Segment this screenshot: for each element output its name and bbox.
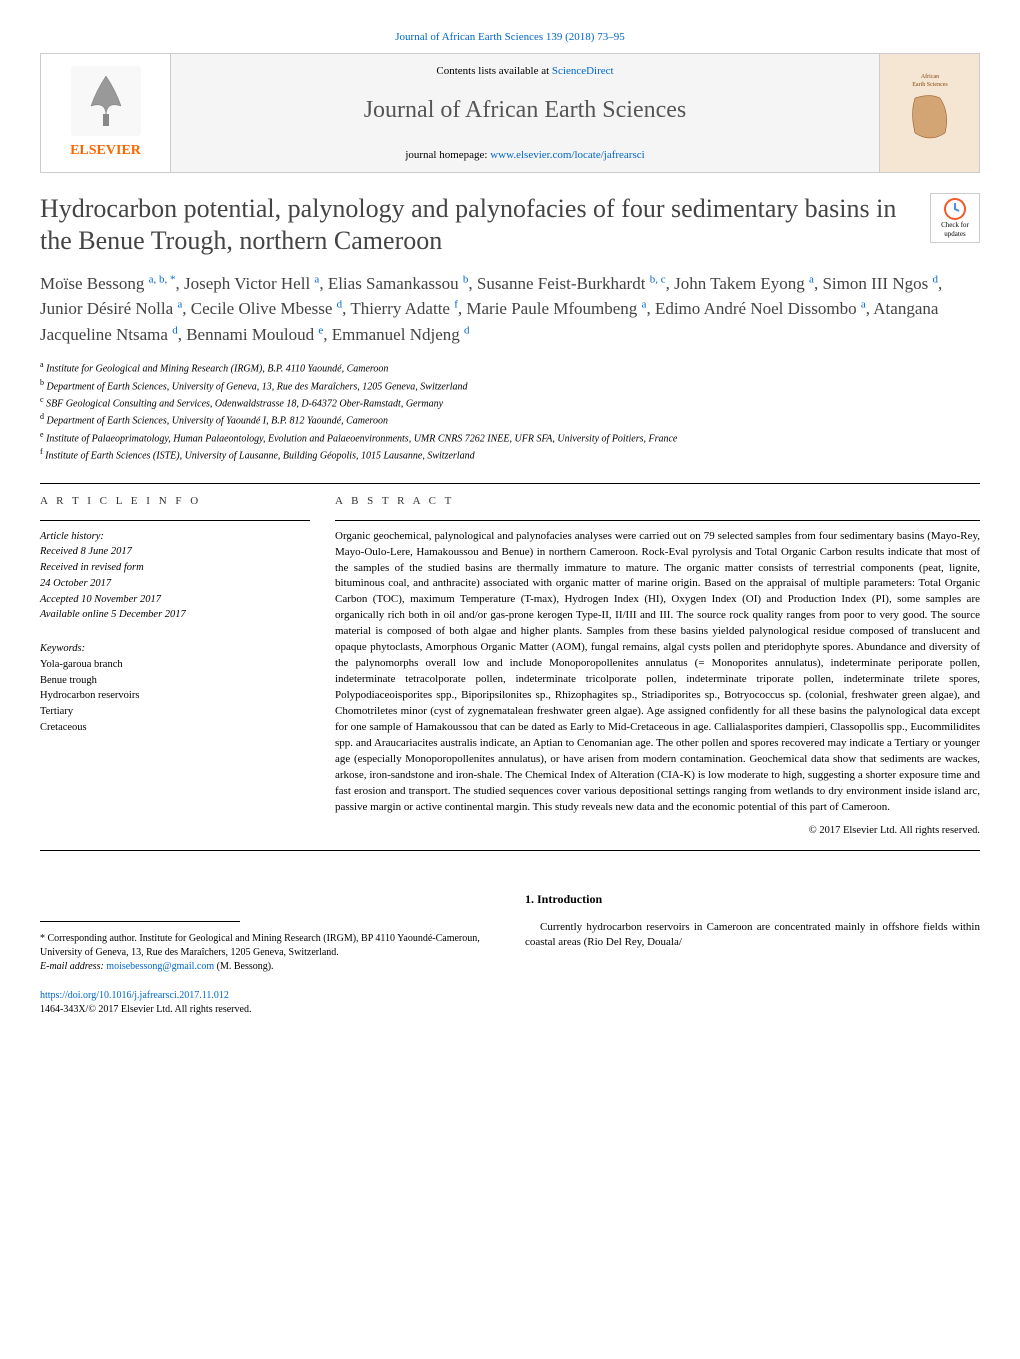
affiliation-line: e Institute of Palaeoprimatology, Human … [40, 429, 980, 446]
keyword: Tertiary [40, 704, 310, 720]
history-line: Received in revised form [40, 560, 310, 576]
authors-list: Moïse Bessong a, b, *, Joseph Victor Hel… [40, 271, 980, 348]
history-line: Received 8 June 2017 [40, 544, 310, 560]
homepage-link[interactable]: www.elsevier.com/locate/jafrearsci [490, 149, 644, 161]
homepage-prefix: journal homepage: [405, 149, 490, 161]
elsevier-label: ELSEVIER [70, 141, 141, 161]
keyword: Benue trough [40, 673, 310, 689]
contents-available: Contents lists available at ScienceDirec… [436, 64, 613, 79]
affiliation-line: c SBF Geological Consulting and Services… [40, 394, 980, 411]
info-abstract-row: A R T I C L E I N F O Article history: R… [40, 494, 980, 838]
contents-prefix: Contents lists available at [436, 65, 551, 77]
history-line: Available online 5 December 2017 [40, 607, 310, 623]
issn-line: 1464-343X/© 2017 Elsevier Ltd. All right… [40, 1004, 251, 1015]
keywords-block: Keywords: Yola-garoua branch Benue troug… [40, 641, 310, 736]
cover-icon: African Earth Sciences [890, 63, 970, 163]
check-updates-icon [943, 197, 967, 221]
article-info-heading: A R T I C L E I N F O [40, 494, 310, 509]
corresponding-author: * Corresponding author. Institute for Ge… [40, 932, 495, 960]
check-updates-badge[interactable]: Check for updates [930, 193, 980, 243]
history-line: Accepted 10 November 2017 [40, 592, 310, 608]
email-label: E-mail address: [40, 961, 106, 972]
footer-right: 1. Introduction Currently hydrocarbon re… [525, 891, 980, 1017]
homepage-line: journal homepage: www.elsevier.com/locat… [405, 148, 644, 163]
banner-center: Contents lists available at ScienceDirec… [171, 54, 879, 172]
history-label: Article history: [40, 529, 310, 545]
affiliation-line: b Department of Earth Sciences, Universi… [40, 377, 980, 394]
abstract-heading: A B S T R A C T [335, 494, 980, 509]
keyword: Hydrocarbon reservoirs [40, 688, 310, 704]
keywords-label: Keywords: [40, 641, 310, 657]
affiliation-line: f Institute of Earth Sciences (ISTE), Un… [40, 446, 980, 463]
intro-heading: 1. Introduction [525, 891, 980, 908]
footer-row: * Corresponding author. Institute for Ge… [40, 891, 980, 1017]
doi-block: https://doi.org/10.1016/j.jafrearsci.201… [40, 989, 495, 1017]
email-link[interactable]: moisebessong@gmail.com [106, 961, 214, 972]
email-suffix: (M. Bessong). [214, 961, 273, 972]
keyword: Cretaceous [40, 720, 310, 736]
citation-header: Journal of African Earth Sciences 139 (2… [40, 30, 980, 45]
journal-cover-thumb: African Earth Sciences [879, 54, 979, 172]
abstract-column: A B S T R A C T Organic geochemical, pal… [335, 494, 980, 838]
elsevier-logo-block: ELSEVIER [41, 54, 171, 172]
abstract-text: Organic geochemical, palynological and p… [335, 529, 980, 816]
abstract-copyright: © 2017 Elsevier Ltd. All rights reserved… [335, 824, 980, 839]
intro-text: Currently hydrocarbon reservoirs in Came… [525, 920, 980, 951]
title-row: Hydrocarbon potential, palynology and pa… [40, 193, 980, 255]
history-line: 24 October 2017 [40, 576, 310, 592]
footer-left: * Corresponding author. Institute for Ge… [40, 891, 495, 1017]
sciencedirect-link[interactable]: ScienceDirect [552, 65, 614, 77]
journal-name: Journal of African Earth Sciences [364, 94, 687, 128]
affiliation-line: d Department of Earth Sciences, Universi… [40, 411, 980, 428]
doi-link[interactable]: https://doi.org/10.1016/j.jafrearsci.201… [40, 990, 229, 1001]
affiliations-list: a Institute for Geological and Mining Re… [40, 359, 980, 463]
section-divider-top [40, 483, 980, 484]
header-banner: ELSEVIER Contents lists available at Sci… [40, 53, 980, 173]
affiliation-line: a Institute for Geological and Mining Re… [40, 359, 980, 376]
check-updates-label: Check for updates [931, 221, 979, 241]
citation-link[interactable]: Journal of African Earth Sciences 139 (2… [395, 31, 624, 43]
svg-text:African: African [920, 73, 938, 80]
svg-text:Earth Sciences: Earth Sciences [912, 82, 948, 88]
article-info-column: A R T I C L E I N F O Article history: R… [40, 494, 310, 838]
footnote-divider [40, 921, 240, 922]
article-title: Hydrocarbon potential, palynology and pa… [40, 193, 910, 255]
keyword: Yola-garoua branch [40, 657, 310, 673]
elsevier-tree-icon [71, 66, 141, 136]
article-history-block: Article history: Received 8 June 2017 Re… [40, 529, 310, 624]
email-line: E-mail address: moisebessong@gmail.com (… [40, 960, 495, 974]
